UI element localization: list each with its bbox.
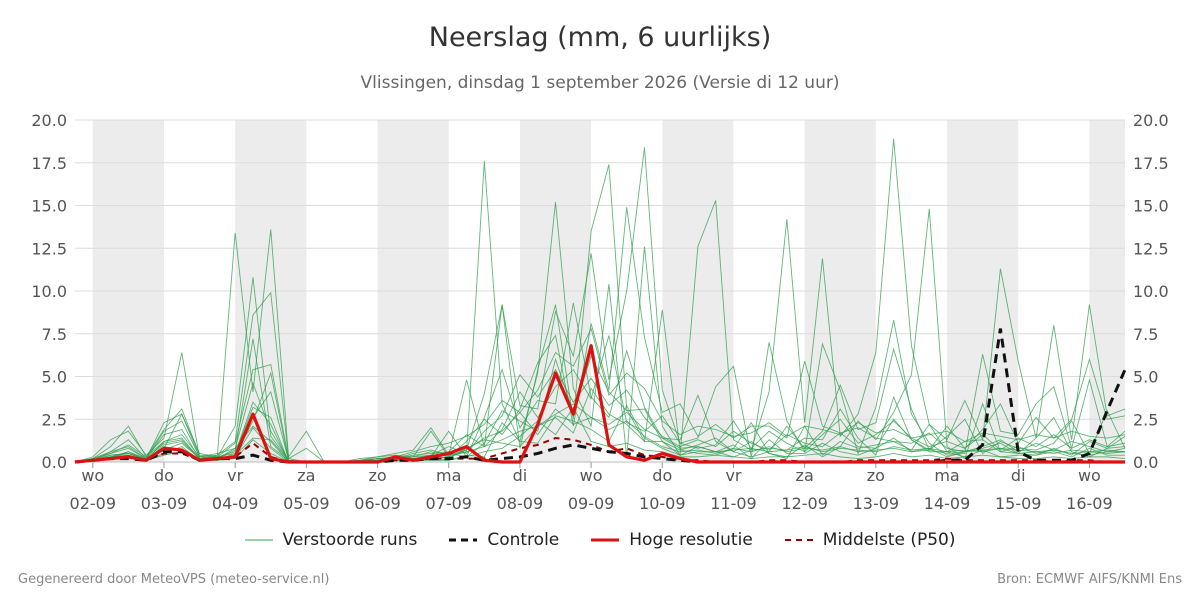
legend-item-control[interactable]: Controle: [449, 530, 559, 550]
x-tick-day: di: [513, 466, 528, 485]
x-tick-date: 13-09: [853, 494, 900, 513]
legend-label-median: Middelste (P50): [822, 530, 956, 550]
x-tick-date: 04-09: [212, 494, 259, 513]
y-tick-label-right: 20.0: [1133, 111, 1169, 130]
y-tick-label-right: 15.0: [1133, 197, 1169, 216]
x-tick-date: 03-09: [141, 494, 188, 513]
ensemble-member-line: [74, 335, 1126, 463]
x-tick-day: do: [652, 466, 672, 485]
legend-label-control: Controle: [487, 530, 560, 550]
legend-item-high-res[interactable]: Hoge resolutie: [591, 530, 753, 550]
ensemble-member-line: [74, 147, 1126, 463]
x-tick-day: do: [154, 466, 174, 485]
x-tick-date: 02-09: [70, 494, 117, 513]
y-tick-label-left: 10.0: [31, 282, 67, 301]
y-tick-label-right: 12.5: [1133, 239, 1169, 258]
y-tick-label-right: 7.5: [1133, 325, 1158, 344]
legend-swatch-median: [784, 539, 813, 541]
x-tick-date: 15-09: [995, 494, 1042, 513]
legend-swatch-perturbed: [244, 539, 273, 541]
x-tick-day: wo: [81, 466, 104, 485]
y-tick-label-right: 17.5: [1133, 154, 1169, 173]
ensemble-member-line: [74, 302, 1126, 463]
x-tick-day: za: [297, 466, 315, 485]
x-tick-date: 07-09: [425, 494, 472, 513]
high-resolution-line: [74, 344, 1125, 464]
legend-swatch-control: [449, 538, 478, 542]
x-tick-date: 06-09: [354, 494, 401, 513]
chart-subtitle: Vlissingen, dinsdag 1 september 2026 (Ve…: [360, 73, 840, 93]
chart-title: Neerslag (mm, 6 uurlijks): [428, 22, 772, 53]
x-tick-date: 05-09: [283, 494, 330, 513]
x-tick-date: 08-09: [497, 494, 544, 513]
x-tick-date: 12-09: [781, 494, 828, 513]
x-tick-day: zo: [368, 466, 386, 485]
legend-item-median[interactable]: Middelste (P50): [784, 530, 956, 550]
y-tick-label-left: 0.0: [42, 453, 67, 472]
legend-label-high-res: Hoge resolutie: [629, 530, 753, 550]
y-tick-label-right: 0.0: [1133, 453, 1158, 472]
x-tick-day: vr: [725, 466, 741, 485]
legend-label-perturbed: Verstoorde runs: [282, 530, 418, 550]
control-line: [74, 328, 1127, 464]
footer-generated-by: Gegenereerd door MeteoVPS (meteo-service…: [18, 572, 330, 587]
legend: Verstoorde runs Controle Hoge resolutie …: [0, 530, 1200, 550]
legend-item-perturbed[interactable]: Verstoorde runs: [244, 530, 418, 550]
y-tick-label-left: 7.5: [42, 325, 67, 344]
ensemble-member-line: [74, 408, 1126, 463]
y-tick-label-left: 5.0: [42, 368, 67, 387]
y-tick-label-left: 2.5: [42, 410, 67, 429]
ensemble-member-line: [74, 395, 1125, 463]
y-tick-label-left: 20.0: [31, 111, 67, 130]
ensemble-member-line: [74, 207, 1126, 463]
x-tick-date: 09-09: [568, 494, 615, 513]
x-tick-day: wo: [580, 466, 603, 485]
x-tick-date: 14-09: [924, 494, 971, 513]
footer-source: Bron: ECMWF AIFS/KNMI Ens: [997, 572, 1182, 587]
x-tick-date: 16-09: [1066, 494, 1113, 513]
y-tick-label-left: 17.5: [31, 154, 67, 173]
x-tick-day: wo: [1078, 466, 1101, 485]
x-tick-day: di: [1011, 466, 1026, 485]
ensemble-member-line: [74, 291, 1126, 463]
y-tick-label-left: 15.0: [31, 197, 67, 216]
x-tick-date: 11-09: [710, 494, 757, 513]
x-tick-day: zo: [867, 466, 885, 485]
x-tick-day: vr: [227, 466, 243, 485]
x-tick-day: ma: [436, 466, 461, 485]
x-tick-date: 10-09: [639, 494, 686, 513]
y-tick-label-right: 5.0: [1133, 368, 1158, 387]
legend-swatch-high-res: [591, 538, 620, 542]
y-tick-label-right: 2.5: [1133, 410, 1158, 429]
x-tick-day: za: [796, 466, 814, 485]
ensemble-member-line: [74, 371, 1126, 463]
y-tick-label-left: 12.5: [31, 239, 67, 258]
x-tick-day: ma: [934, 466, 959, 485]
y-tick-label-right: 10.0: [1133, 282, 1169, 301]
median-line: [74, 437, 1125, 464]
